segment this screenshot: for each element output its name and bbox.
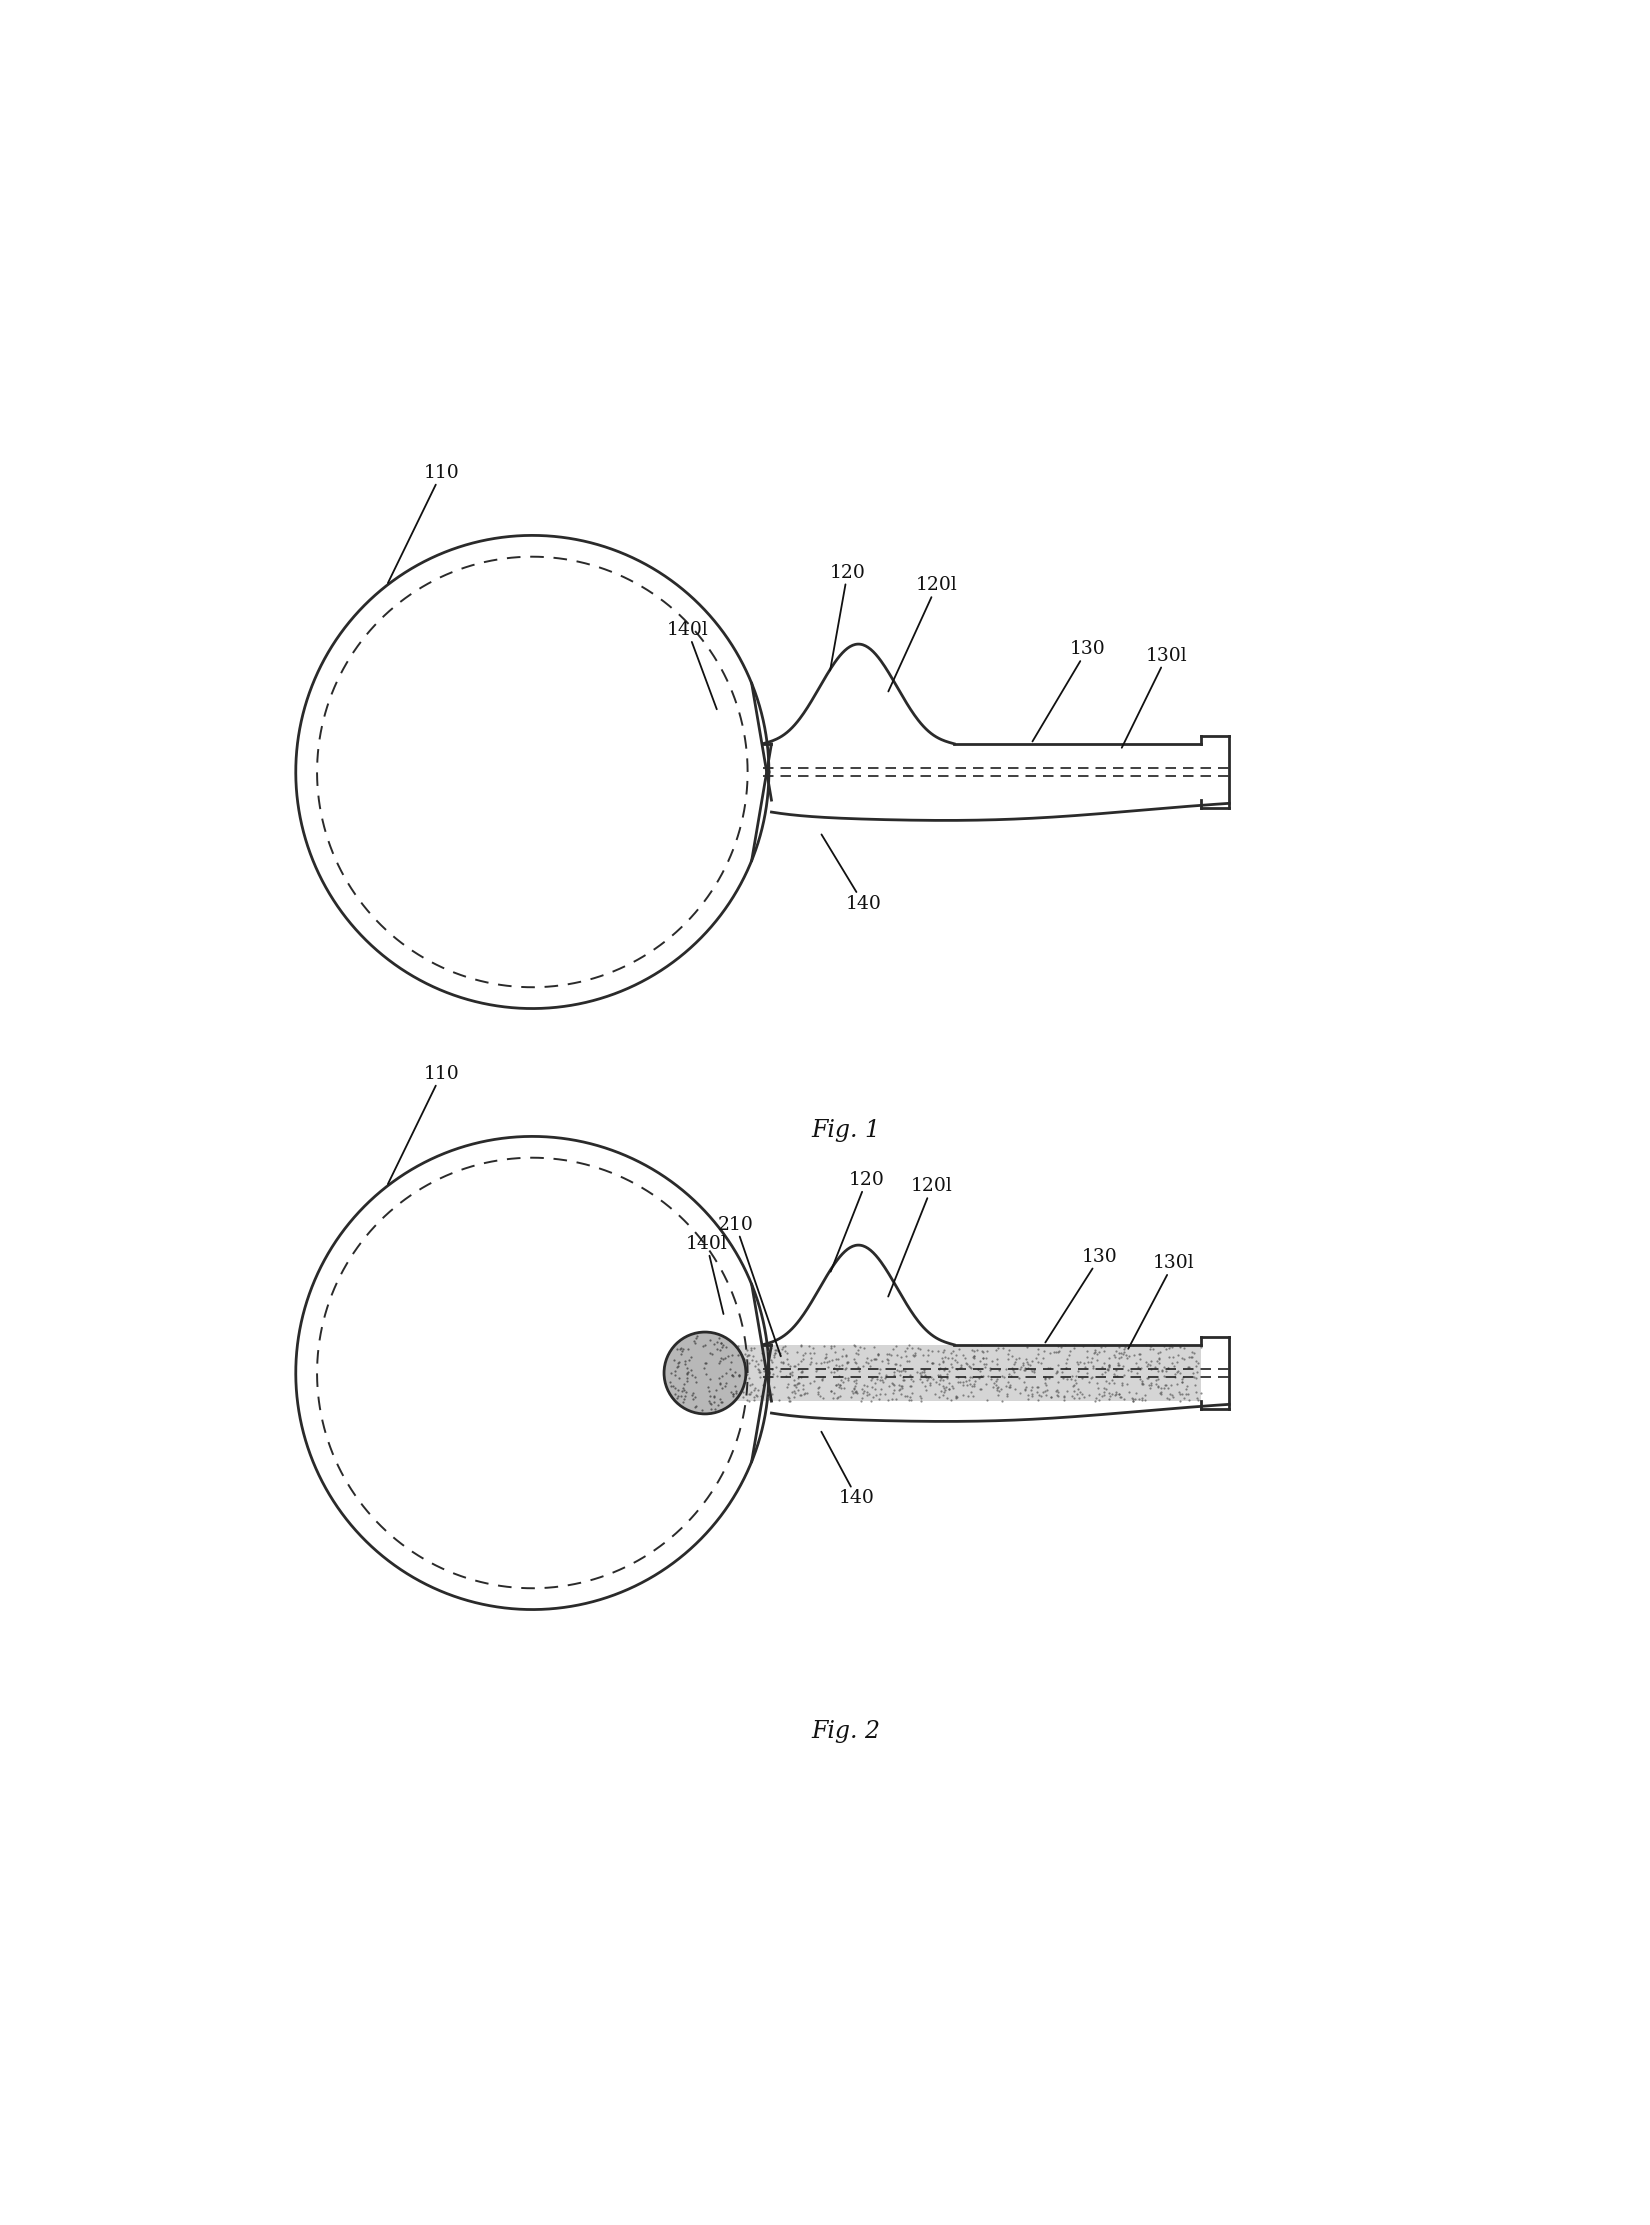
Text: Fig. 2: Fig. 2 bbox=[812, 1720, 879, 1742]
Text: 110: 110 bbox=[388, 463, 459, 583]
Text: 210: 210 bbox=[718, 1215, 780, 1357]
Text: Fig. 1: Fig. 1 bbox=[812, 1119, 879, 1141]
Text: 120l: 120l bbox=[888, 576, 957, 692]
Text: 140: 140 bbox=[822, 834, 881, 912]
Text: 130: 130 bbox=[1033, 641, 1106, 741]
Circle shape bbox=[663, 1333, 746, 1413]
Text: 120: 120 bbox=[830, 1170, 884, 1273]
Text: 130l: 130l bbox=[1129, 1255, 1195, 1348]
Text: 120l: 120l bbox=[888, 1177, 954, 1297]
Bar bbox=[724, 1344, 1201, 1402]
Text: 140l: 140l bbox=[686, 1235, 728, 1315]
Text: 110: 110 bbox=[388, 1066, 459, 1184]
Text: 130: 130 bbox=[1046, 1248, 1119, 1342]
Text: 120: 120 bbox=[830, 563, 866, 670]
Text: 140: 140 bbox=[822, 1431, 875, 1506]
Text: 130l: 130l bbox=[1122, 647, 1188, 748]
Text: 140l: 140l bbox=[667, 621, 716, 710]
